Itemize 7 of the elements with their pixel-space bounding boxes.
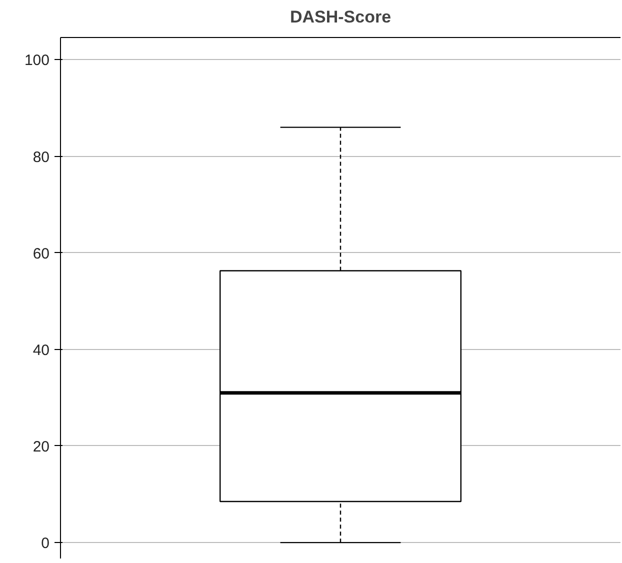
y-tick-label: 100 (24, 52, 50, 70)
chart-title: DASH-Score (290, 8, 392, 26)
y-tick-label: 80 (32, 148, 50, 166)
y-tick-label: 60 (32, 245, 50, 262)
y-tick-label: 40 (32, 342, 50, 359)
y-tick-label: 20 (32, 438, 50, 456)
y-tick-label: 0 (41, 535, 50, 552)
